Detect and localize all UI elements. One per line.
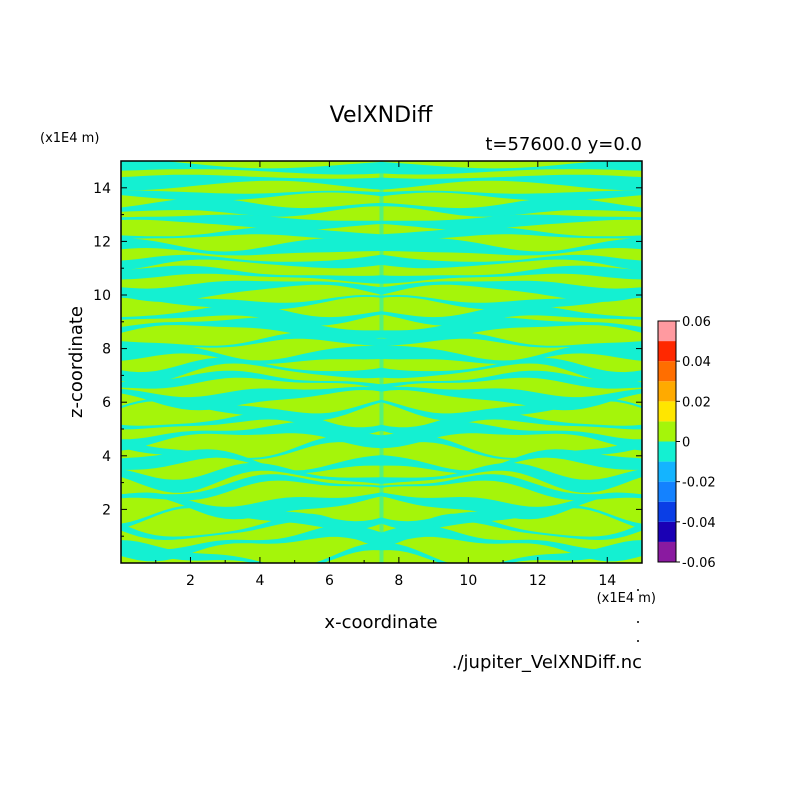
x-tick-label: 6 (325, 573, 334, 589)
colorbar-tick-label: -0.04 (682, 516, 716, 531)
heatmap-band (121, 304, 642, 326)
heatmap-seam (379, 161, 384, 563)
colorbar: 0.06 0.04 0.02 0 -0.02 -0.04 -0.06 (657, 315, 716, 571)
x-tick-label: 12 (529, 573, 547, 589)
colorbar-tick-label: 0.06 (682, 315, 711, 330)
y-tick-label: 4 (102, 449, 111, 465)
y-tick-label: 14 (93, 181, 111, 197)
colorbar-segment (658, 361, 676, 382)
heatmap-band (121, 197, 642, 217)
colorbar-segment (658, 501, 676, 522)
colorbar-segment (658, 341, 676, 362)
x-tick-label: 14 (598, 573, 616, 589)
colorbar-segment (658, 481, 676, 502)
y-tick-label: 12 (93, 234, 111, 250)
chart-title: VelXNDiff (330, 103, 434, 128)
colorbar-segment (658, 541, 676, 562)
colorbar-tick-label: -0.02 (682, 476, 716, 491)
x-axis-label: x-coordinate (324, 612, 437, 633)
heatmap-field (121, 161, 642, 563)
source-file-label: ./jupiter_VelXNDiff.nc (452, 652, 642, 673)
colorbar-segment (658, 401, 676, 422)
y-tick-label: 8 (102, 342, 111, 358)
y-tick-label: 10 (93, 288, 111, 304)
corner-marks (637, 589, 639, 642)
x-axis: 2 4 6 8 10 12 14 (155, 161, 616, 589)
colorbar-segment (658, 421, 676, 442)
heatmap-band (121, 370, 642, 389)
colorbar-segment (658, 521, 676, 542)
colorbar-segment (658, 381, 676, 402)
y-tick-label: 6 (102, 395, 111, 411)
x-tick-label: 4 (255, 573, 264, 589)
heatmap-band (121, 410, 642, 436)
chart-subtitle: t=57600.0 y=0.0 (485, 134, 642, 155)
x-tick-label: 2 (186, 573, 195, 589)
y-tick-label: 2 (102, 502, 111, 518)
colorbar-segment (658, 461, 676, 482)
colorbar-tick-label: -0.06 (682, 556, 716, 571)
x-tick-label: 8 (394, 573, 403, 589)
colorbar-segment (658, 321, 676, 342)
y-scale-label: (x1E4 m) (40, 131, 99, 146)
x-scale-label: (x1E4 m) (597, 591, 656, 606)
colorbar-tick-label: 0.02 (682, 395, 711, 410)
y-axis-label: z-coordinate (66, 306, 87, 418)
y-axis: 2 4 6 8 10 12 14 (93, 181, 642, 537)
x-tick-label: 10 (459, 573, 477, 589)
heatmap-band (121, 317, 642, 341)
colorbar-segment (658, 441, 676, 462)
colorbar-tick-label: 0 (682, 436, 690, 451)
plot-area (120, 160, 643, 564)
heatmap-band (121, 227, 642, 239)
heatmap-band (121, 386, 642, 411)
plot-frame (120, 160, 643, 564)
colorbar-tick-label: 0.04 (682, 355, 711, 370)
